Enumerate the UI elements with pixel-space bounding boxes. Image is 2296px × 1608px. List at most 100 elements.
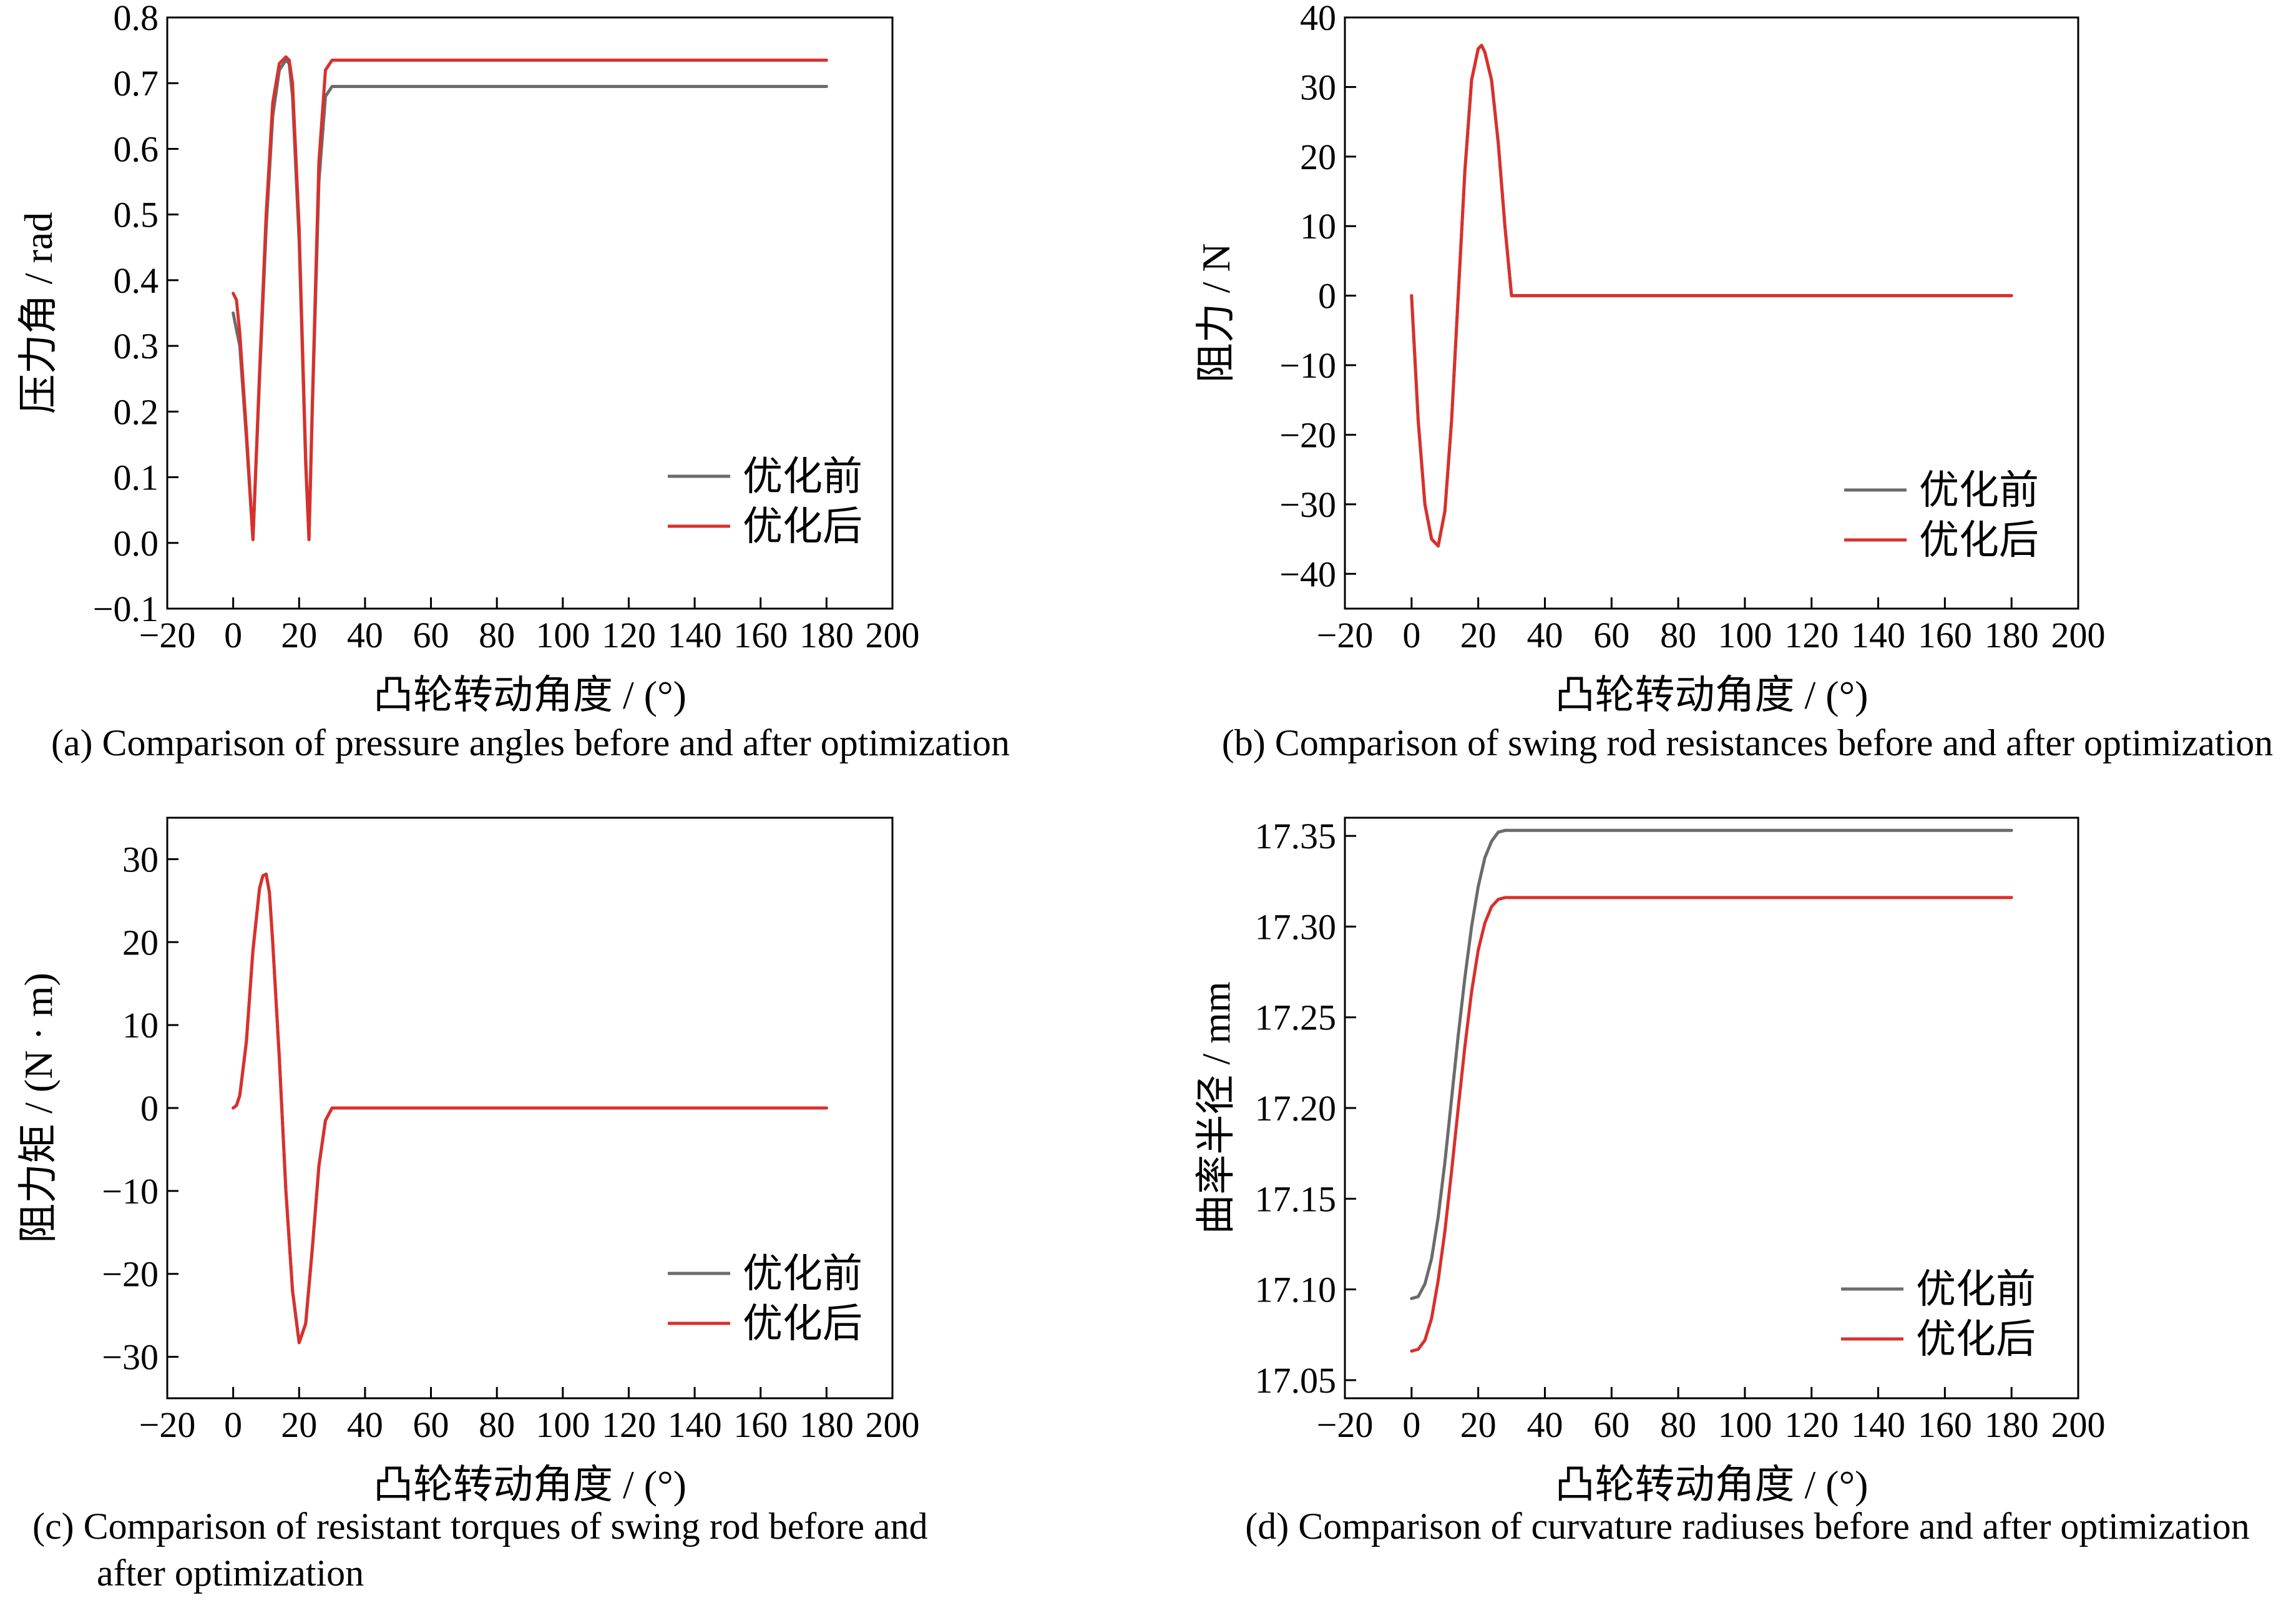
y-tick-label-40: 40	[1300, 0, 1336, 38]
x-tick-label-60: 60	[1593, 1405, 1629, 1445]
x-tick-label-160: 160	[733, 1405, 788, 1445]
y-tick-label-0p4: 0.4	[114, 260, 159, 301]
x-tick-label-40: 40	[347, 1405, 383, 1445]
legend-label-after: 优化后	[743, 504, 862, 549]
y-tick-label-0: 0	[140, 1088, 159, 1129]
x-tick-label-40: 40	[1527, 615, 1563, 655]
y-tick-label-20: 20	[1300, 137, 1336, 177]
y-tick-label-0p8: 0.8	[114, 0, 159, 38]
x-tick-label-20: 20	[281, 615, 317, 655]
x-tick-label-120: 120	[602, 1405, 656, 1445]
x-axis-title: 凸轮转动角度 / (°)	[373, 1463, 686, 1507]
y-tick-label-0: 0	[1318, 276, 1336, 316]
y-tick-label-17p25: 17.25	[1255, 998, 1337, 1038]
x-tick-label--20: −20	[139, 615, 196, 655]
y-axis-title: 曲率半径 / mm	[1194, 981, 1238, 1234]
y-tick-label--20: −20	[1279, 414, 1336, 455]
series-line-after	[1410, 44, 2013, 548]
chart-0: −20 0 20 40 60 80 100 120 140 160 180 200 −0.1 0.0 0.1…	[16, 0, 1010, 763]
x-tick-label-0: 0	[1402, 1405, 1420, 1445]
x-tick-label-40: 40	[347, 615, 383, 655]
y-axis-title: 阻力矩 / (N · m)	[16, 973, 61, 1243]
x-tick-label-180: 180	[799, 615, 854, 655]
y-tick-label-30: 30	[122, 839, 159, 880]
x-tick-label-40: 40	[1527, 1405, 1563, 1445]
x-tick-label-20: 20	[281, 1405, 317, 1445]
plot-frame	[166, 16, 894, 610]
x-tick-label-140: 140	[1851, 1405, 1905, 1445]
x-tick-label-100: 100	[535, 1405, 590, 1445]
y-tick-label-17p35: 17.35	[1255, 816, 1337, 856]
x-tick-label-60: 60	[413, 615, 449, 655]
y-tick-label-0p5: 0.5	[114, 195, 159, 235]
x-axis-title: 凸轮转动角度 / (°)	[373, 673, 686, 717]
plot-frame	[1344, 16, 2079, 610]
x-tick-label--20: −20	[1317, 1405, 1374, 1445]
x-tick-label-200: 200	[2051, 1405, 2106, 1445]
y-tick-label-17p2: 17.20	[1255, 1088, 1337, 1129]
x-tick-label-120: 120	[1784, 615, 1839, 655]
x-tick-label-160: 160	[1918, 615, 1972, 655]
caption-line-1: after optimization	[97, 1552, 364, 1594]
x-tick-label-120: 120	[602, 615, 656, 655]
y-tick-label-0p6: 0.6	[114, 129, 159, 169]
x-tick-label-0: 0	[1402, 615, 1420, 655]
caption-line-0: (c) Comparison of resistant torques of s…	[32, 1506, 928, 1547]
y-tick-label-0p2: 0.2	[114, 391, 159, 432]
y-tick-label-17p3: 17.30	[1255, 906, 1337, 947]
y-axis-title: 压力角 / rad	[16, 212, 61, 414]
series-line-after	[232, 872, 828, 1345]
y-tick-label-30: 30	[1300, 67, 1336, 107]
x-tick-label-140: 140	[668, 615, 722, 655]
x-tick-label-80: 80	[479, 1405, 515, 1445]
x-tick-label-20: 20	[1460, 615, 1497, 655]
series-line-before	[1410, 828, 2013, 1300]
x-tick-label-80: 80	[1660, 1405, 1696, 1445]
series-line-after	[232, 55, 828, 541]
series-line-after	[1410, 896, 2013, 1353]
x-tick-label-200: 200	[866, 1405, 920, 1445]
x-tick-label-160: 160	[1918, 1405, 1972, 1445]
x-tick-label--20: −20	[1317, 615, 1374, 655]
chart-3: −20 0 20 40 60 80 100 120 140 160 180 200 17.05 17.10…	[1194, 816, 2250, 1547]
x-tick-label-200: 200	[866, 615, 920, 655]
x-tick-label-60: 60	[1593, 615, 1629, 655]
legend-label-before: 优化前	[743, 1252, 862, 1296]
x-tick-label-120: 120	[1784, 1405, 1839, 1445]
caption: (b) Comparison of swing rod resistances …	[1222, 722, 2274, 763]
chart-2: −20 0 20 40 60 80 100 120 140 160 180 200 −30 −20 −10 0…	[16, 816, 928, 1594]
y-tick-label--10: −10	[1279, 345, 1336, 386]
y-tick-label--30: −30	[1279, 484, 1336, 525]
chart-1: −20 0 20 40 60 80 100 120 140 160 180 200−40−30−20−…	[1194, 0, 2273, 763]
x-tick-label-160: 160	[733, 615, 788, 655]
legend-label-after: 优化后	[1919, 518, 2039, 562]
legend-label-before: 优化前	[743, 454, 862, 499]
y-tick-label--20: −20	[102, 1254, 159, 1295]
y-tick-label-0p1: 0.1	[114, 458, 159, 498]
x-tick-label-80: 80	[1660, 615, 1696, 655]
y-tick-label-17p15: 17.15	[1255, 1179, 1337, 1219]
x-tick-label-180: 180	[1985, 1405, 2039, 1445]
x-tick-label-20: 20	[1460, 1405, 1497, 1445]
x-tick-label--20: −20	[139, 1405, 196, 1445]
y-tick-label--30: −30	[102, 1337, 159, 1378]
x-tick-label-100: 100	[535, 615, 590, 655]
x-tick-label-80: 80	[479, 615, 515, 655]
y-tick-label-10: 10	[122, 1005, 159, 1046]
y-tick-label-20: 20	[122, 922, 159, 963]
legend-label-before: 优化前	[1916, 1267, 2036, 1311]
x-axis-title: 凸轮转动角度 / (°)	[1555, 673, 1869, 717]
x-tick-label-180: 180	[799, 1405, 854, 1445]
x-tick-label-0: 0	[224, 1405, 242, 1445]
caption: (a) Comparison of pressure angles before…	[51, 722, 1010, 763]
y-axis-title: 阻力 / N	[1194, 243, 1238, 383]
y-tick-label-0p7: 0.7	[114, 63, 159, 104]
y-tick-label--0p1: −0.1	[93, 589, 159, 629]
x-tick-label-100: 100	[1717, 1405, 1772, 1445]
x-tick-label-180: 180	[1985, 615, 2039, 655]
legend-label-after: 优化后	[743, 1302, 862, 1346]
x-tick-label-140: 140	[1851, 615, 1905, 655]
x-tick-label-140: 140	[668, 1405, 722, 1445]
x-tick-label-60: 60	[413, 1405, 449, 1445]
